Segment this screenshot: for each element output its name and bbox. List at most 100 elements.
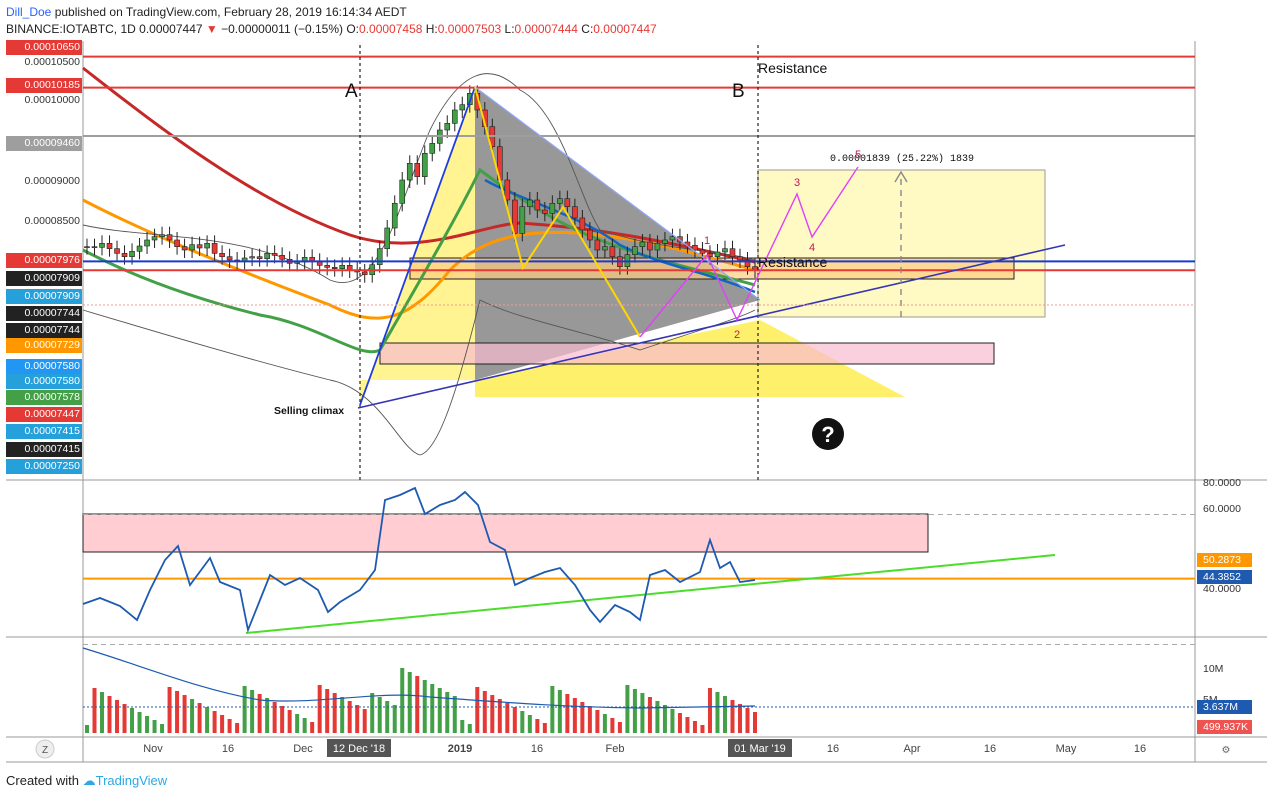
volume-bar <box>385 701 390 733</box>
candle-body <box>714 251 721 257</box>
candle-body <box>226 256 233 261</box>
price-axis-label: 0.00009460 <box>6 136 82 151</box>
candle-body <box>609 246 616 257</box>
rsi-trend-line <box>245 554 1056 634</box>
volume-bar <box>190 699 195 733</box>
volume-bar <box>242 686 247 733</box>
time-axis-label: 12 Dec '18 <box>333 743 385 755</box>
rsi-axis-label: 40.0000 <box>1203 583 1241 595</box>
volume-bar <box>280 706 285 733</box>
volume-bar <box>685 717 690 733</box>
candle-body <box>376 248 383 265</box>
volume-bar <box>392 705 397 733</box>
volume-bar <box>197 703 202 733</box>
volume-bar <box>437 688 442 733</box>
candle-body <box>699 249 706 254</box>
settings-gear-icon: ⚙ <box>1222 745 1231 756</box>
volume-bar <box>505 703 510 733</box>
volume-bar <box>452 696 457 733</box>
selling-climax-label: Selling climax <box>274 405 344 417</box>
elliott-wave-path <box>639 166 859 338</box>
candle-body <box>519 206 526 234</box>
volume-bar <box>145 716 150 733</box>
candle-body <box>391 203 398 229</box>
candle-body <box>159 234 165 237</box>
time-axis-label: 16 <box>1134 743 1146 755</box>
author-name[interactable]: Dill_Doe <box>6 5 52 19</box>
price-axis-label: 0.00007415 <box>6 442 82 457</box>
volume-bar <box>527 715 532 733</box>
symbol-label: BINANCE:IOTABTC, 1D <box>6 22 136 36</box>
candle-body <box>339 265 345 269</box>
candle-body <box>692 245 698 251</box>
volume-bar <box>332 693 337 733</box>
volume-bar <box>460 720 465 733</box>
bollinger-lower <box>82 299 756 456</box>
price-axis-label: 0.00008500 <box>24 215 80 227</box>
candle-body <box>204 243 210 249</box>
candle-body <box>361 271 368 275</box>
question-icon <box>812 418 844 450</box>
volume-bar <box>340 697 345 733</box>
rsi-axis-badge <box>1197 553 1252 567</box>
volume-bar <box>415 676 420 733</box>
candle-body <box>136 245 143 252</box>
volume-axis-label: 3.637M <box>1203 701 1238 713</box>
candle-body <box>527 199 533 207</box>
price-axis-label: 0.00007744 <box>6 323 82 338</box>
rsi-axis-label: 60.0000 <box>1203 503 1241 515</box>
wave-label-1: 1 <box>704 235 710 247</box>
volume-bar <box>220 715 225 733</box>
volume-bar <box>655 701 660 733</box>
volume-bar <box>250 690 255 733</box>
candle-body <box>406 163 413 181</box>
candle-body <box>196 244 203 249</box>
candle-body <box>421 153 428 177</box>
publish-text: published on TradingView.com, February 2… <box>54 5 407 19</box>
time-axis-label: 01 Mar '19 <box>734 743 786 755</box>
volume-bar <box>753 712 757 733</box>
candle-body <box>121 253 128 257</box>
volume-bar <box>587 706 592 733</box>
price-axis-label: 0.00007729 <box>6 338 82 353</box>
wave-label-2: 2 <box>734 329 740 341</box>
label-b: B <box>732 81 745 102</box>
volume-bar <box>407 672 412 733</box>
volume-bar <box>572 698 577 733</box>
volume-bar <box>497 699 502 733</box>
yellow-zigzag <box>474 86 641 338</box>
ascending-support-line <box>357 244 1066 409</box>
candle-body <box>151 236 158 241</box>
wave-label-4: 4 <box>809 242 815 254</box>
volume-bar <box>662 705 667 733</box>
volume-bar <box>287 710 292 733</box>
volume-bar <box>647 697 652 733</box>
ohlc-header: BINANCE:IOTABTC, 1D 0.00007447 ▼ −0.0000… <box>6 22 657 36</box>
price-axis-label: 0.00007744 <box>6 306 82 321</box>
volume-bar <box>745 708 750 733</box>
label-a: A <box>345 81 358 102</box>
volume-bar <box>700 725 705 733</box>
rsi-line <box>82 486 756 634</box>
price-axis-label: 0.00010000 <box>24 94 80 106</box>
wave-label-3: 3 <box>794 177 800 189</box>
candle-body <box>579 217 586 231</box>
price-axis-label: 0.00007447 <box>6 407 82 422</box>
candle-body <box>129 251 135 257</box>
tradingview-logo-icon: ☁ <box>82 773 96 788</box>
candle-body <box>587 229 593 241</box>
candle-body <box>91 246 98 248</box>
volume-bar <box>557 690 562 733</box>
tradingview-brand[interactable]: TradingView <box>95 773 168 788</box>
volume-bar <box>235 723 240 733</box>
question-mark: ? <box>821 422 834 447</box>
price-axis-label: 0.00007250 <box>6 459 82 474</box>
price-axis-label: 0.00007580 <box>6 359 82 374</box>
volume-bar <box>355 705 360 733</box>
volume-bar <box>632 689 637 733</box>
candle-body <box>331 267 338 269</box>
volume-bar <box>107 696 112 733</box>
candle-body <box>264 253 270 259</box>
candle-body <box>602 246 608 251</box>
